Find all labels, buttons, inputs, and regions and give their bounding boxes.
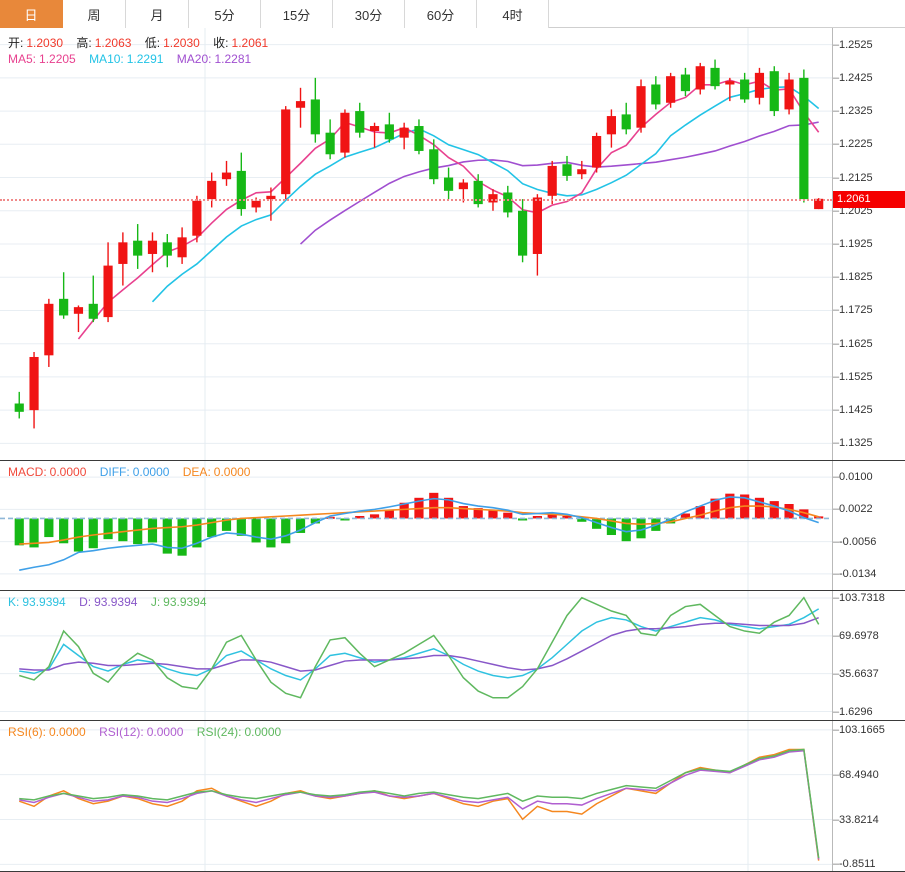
tab-7[interactable]: 4时 <box>477 0 549 28</box>
kdj-tick: –1.6296 <box>833 705 873 718</box>
plot-column: 开: 1.2030 高: 1.2063 低: 1.2030 收: 1.2061 MA5:… <box>0 28 905 872</box>
price-tick: –1.1525 <box>833 370 873 383</box>
price-tick: –1.1925 <box>833 238 873 250</box>
macd-tick: –0.0022 <box>833 503 873 516</box>
kdj-tick: –103.7318 <box>833 591 885 604</box>
kdj-panel[interactable] <box>0 591 832 720</box>
rsi-tick: –68.4940 <box>833 768 879 781</box>
macd-panel[interactable] <box>0 461 832 590</box>
rsi-panel[interactable] <box>0 721 832 871</box>
rsi-tick: –33.8214 <box>833 813 879 826</box>
tab-0[interactable]: 日 <box>0 0 63 28</box>
price-axis: –1.2525 –1.2425 –1.2325 –1.2225 –1.2125 –1.20… <box>833 28 905 460</box>
price-tick: –1.2125 <box>833 171 873 184</box>
price-tick: –1.2225 <box>833 138 873 151</box>
panel-divider-price-macd <box>0 460 905 461</box>
value-axis-column: –1.2525 –1.2425 –1.2325 –1.2225 –1.2125 –1.20… <box>832 28 905 872</box>
chart-area: 开: 1.2030 高: 1.2063 低: 1.2030 收: 1.2061 MA5:… <box>0 28 905 872</box>
panel-divider-kdj-rsi <box>0 720 905 721</box>
axis-divider-2 <box>832 590 905 591</box>
price-tick: –1.1625 <box>833 337 873 350</box>
rsi-tick: –103.1665 <box>833 723 885 736</box>
macd-tick: –0.0100 <box>833 471 873 484</box>
kdj-tick: –35.6637 <box>833 667 879 680</box>
tab-3[interactable]: 5分 <box>189 0 261 28</box>
timeframe-tabbar: 日周月 5分 15分 30分 60分 4时 <box>0 0 905 28</box>
macd-tick: –-0.0134 <box>833 567 877 580</box>
macd-tick: –-0.0056 <box>833 535 877 548</box>
rsi-axis: –103.1665 –68.4940 –33.8214 –-0.8511 <box>833 721 905 871</box>
price-tick: –1.1325 <box>833 437 873 450</box>
axis-divider-3 <box>832 720 905 721</box>
current-price-badge: 1.2061 <box>833 190 905 208</box>
tabbar-filler <box>549 0 905 27</box>
macd-axis: –0.0100 –0.0022 –-0.0056 –-0.0134 <box>833 461 905 590</box>
price-panel[interactable] <box>0 28 832 460</box>
kdj-axis: –103.7318 –69.6978 –35.6637 –1.6296 <box>833 591 905 720</box>
rsi-tick: –-0.8511 <box>833 858 876 871</box>
last-price-line <box>0 198 832 201</box>
tab-5[interactable]: 30分 <box>333 0 405 28</box>
kdj-tick: –69.6978 <box>833 629 879 642</box>
price-tick: –1.1825 <box>833 271 873 284</box>
price-tick: –1.2425 <box>833 71 873 84</box>
tab-6[interactable]: 60分 <box>405 0 477 28</box>
price-tick: –1.2525 <box>833 38 873 51</box>
panel-divider-macd-kdj <box>0 590 905 591</box>
tab-1[interactable]: 周 <box>63 0 126 28</box>
tab-2[interactable]: 月 <box>126 0 189 28</box>
axis-divider-1 <box>832 460 905 461</box>
price-tick: –1.1425 <box>833 404 873 417</box>
price-tick: –1.1725 <box>833 304 873 317</box>
price-tick: –1.2325 <box>833 105 873 118</box>
tab-4[interactable]: 15分 <box>261 0 333 28</box>
